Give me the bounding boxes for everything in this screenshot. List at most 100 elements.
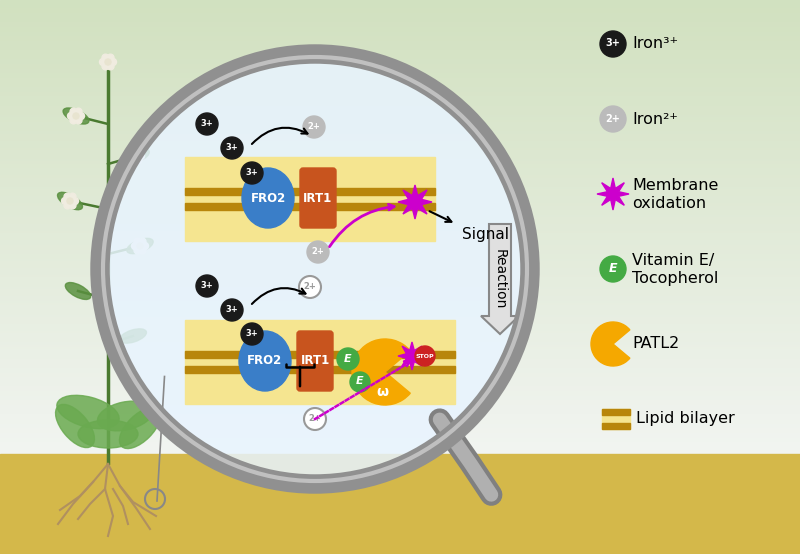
Circle shape [78, 112, 85, 120]
Bar [0, 308, 800, 312]
Text: FRO2: FRO2 [250, 192, 286, 204]
Circle shape [75, 108, 82, 115]
Bar [0, 143, 800, 148]
Text: Tocopherol: Tocopherol [632, 271, 718, 286]
Bar [0, 378, 800, 382]
Bar [0, 419, 800, 424]
Circle shape [299, 276, 321, 298]
Bar [0, 234, 800, 238]
FancyBboxPatch shape [297, 331, 333, 391]
Circle shape [139, 238, 146, 245]
Ellipse shape [242, 168, 294, 228]
Bar [0, 208, 800, 213]
Bar [0, 153, 800, 157]
Bar [0, 218, 800, 222]
Ellipse shape [78, 420, 138, 448]
Text: E: E [356, 377, 364, 387]
Bar [0, 185, 800, 189]
Bar [0, 155, 800, 160]
Bar [0, 241, 800, 245]
Bar [0, 111, 800, 115]
Bar [0, 440, 800, 445]
Bar [0, 408, 800, 412]
Bar [0, 162, 800, 166]
Text: ω: ω [376, 385, 388, 399]
Bar [0, 424, 800, 429]
Bar [0, 257, 800, 261]
Bar [0, 382, 800, 387]
Circle shape [142, 243, 149, 249]
Bar [0, 259, 800, 264]
Bar [0, 65, 800, 69]
Bar [0, 4, 800, 9]
Circle shape [70, 108, 77, 115]
Bar [0, 151, 800, 155]
Text: 2+: 2+ [311, 247, 325, 256]
Circle shape [139, 247, 146, 254]
Bar [0, 183, 800, 187]
Bar [0, 165, 800, 169]
Circle shape [600, 106, 626, 132]
Bar [0, 325, 800, 329]
Bar [0, 116, 800, 120]
Bar [0, 341, 800, 345]
Circle shape [303, 116, 325, 138]
Bar [185, 366, 455, 373]
Bar [0, 285, 800, 289]
Bar [0, 192, 800, 197]
Bar [0, 315, 800, 320]
Bar [0, 294, 800, 299]
Ellipse shape [57, 396, 119, 429]
Bar [0, 178, 800, 183]
Bar [0, 456, 800, 461]
Ellipse shape [66, 283, 90, 300]
Bar [0, 7, 800, 11]
Circle shape [135, 157, 142, 164]
Bar [0, 132, 800, 136]
Circle shape [415, 346, 435, 366]
Bar [0, 20, 800, 25]
Bar [0, 213, 800, 217]
Bar [0, 16, 800, 20]
Bar [0, 62, 800, 66]
Bar [0, 136, 800, 141]
Text: STOP: STOP [416, 353, 434, 358]
Bar [0, 445, 800, 449]
Bar [0, 299, 800, 303]
Ellipse shape [127, 238, 153, 254]
Circle shape [134, 247, 141, 254]
Bar [0, 134, 800, 138]
Bar [0, 433, 800, 438]
Bar [0, 336, 800, 340]
Bar [0, 352, 800, 357]
Bar [0, 88, 800, 92]
Bar [0, 296, 800, 301]
Bar [0, 48, 800, 53]
Bar [0, 60, 800, 64]
Text: 3+: 3+ [201, 119, 214, 128]
Text: IRT1: IRT1 [300, 355, 330, 367]
Text: 2+: 2+ [303, 282, 317, 291]
Ellipse shape [98, 401, 153, 431]
Circle shape [241, 162, 263, 184]
Text: E: E [344, 353, 352, 363]
Ellipse shape [119, 407, 161, 449]
Bar [0, 320, 800, 324]
Bar [602, 409, 630, 429]
Bar [0, 243, 800, 248]
Bar [0, 454, 800, 554]
Bar [0, 83, 800, 88]
Bar [0, 283, 800, 287]
Wedge shape [591, 322, 630, 366]
Bar [602, 423, 630, 429]
Circle shape [69, 202, 76, 209]
Bar [0, 58, 800, 62]
Bar [0, 355, 800, 359]
FancyArrow shape [481, 224, 519, 334]
Bar [0, 348, 800, 352]
Bar [0, 199, 800, 203]
Bar [0, 53, 800, 58]
Bar [0, 359, 800, 363]
Bar [0, 106, 800, 111]
Bar [0, 364, 800, 368]
